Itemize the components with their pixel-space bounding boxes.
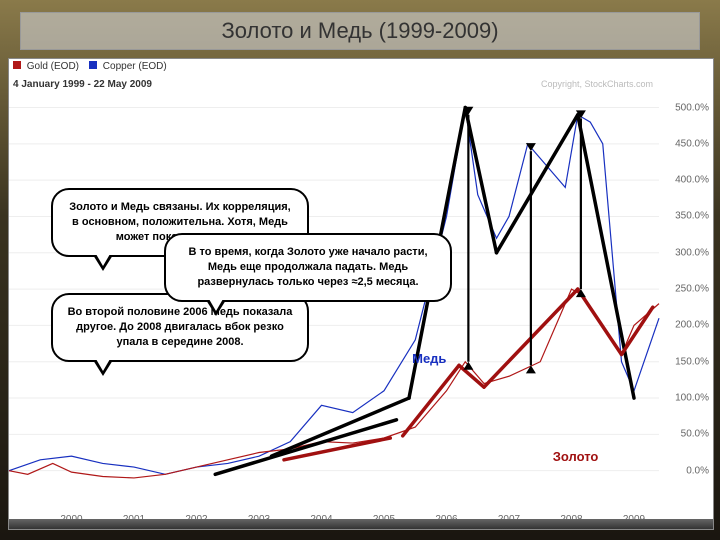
y-tick-label: 250.0% (675, 284, 709, 295)
callout-c3: В то время, когда Золото уже начало раст… (164, 233, 452, 302)
legend-item-copper: Copper (EOD) (89, 61, 167, 72)
slide-root: Золото и Медь (1999-2009) Gold (EOD) Cop… (0, 0, 720, 540)
legend-swatch-gold (13, 61, 21, 69)
y-tick-label: 350.0% (675, 211, 709, 222)
legend-item-gold: Gold (EOD) (13, 61, 79, 72)
slide-title: Золото и Медь (1999-2009) (221, 18, 498, 44)
y-tick-label: 400.0% (675, 175, 709, 186)
callout-c2: Во второй половине 2006 Медь показала др… (51, 293, 309, 362)
legend-label-gold: Gold (EOD) (27, 61, 79, 72)
series-label: Золото (553, 449, 599, 464)
y-tick-label: 100.0% (675, 393, 709, 404)
plot-area: МедьЗолото Золото и Медь связаны. Их кор… (9, 93, 659, 507)
y-tick-label: 450.0% (675, 138, 709, 149)
y-tick-label: 300.0% (675, 247, 709, 258)
y-tick-label: 50.0% (681, 429, 709, 440)
copyright-text: Copyright, StockCharts.com (541, 79, 653, 89)
y-tick-label: 0.0% (686, 465, 709, 476)
legend: Gold (EOD) Copper (EOD) (13, 61, 167, 72)
date-range: 4 January 1999 - 22 May 2009 (13, 79, 152, 90)
y-tick-label: 150.0% (675, 356, 709, 367)
title-bar: Золото и Медь (1999-2009) (20, 12, 700, 50)
volume-strip (9, 519, 713, 529)
legend-label-copper: Copper (EOD) (103, 61, 167, 72)
series-label: Медь (412, 351, 446, 366)
y-axis: 0.0% 50.0% 100.0% 150.0% 200.0% 250.0% 300.0% 3… (659, 93, 713, 507)
y-tick-label: 500.0% (675, 102, 709, 113)
chart-container: Gold (EOD) Copper (EOD) 4 January 1999 -… (8, 58, 714, 530)
y-tick-label: 200.0% (675, 320, 709, 331)
legend-swatch-copper (89, 61, 97, 69)
